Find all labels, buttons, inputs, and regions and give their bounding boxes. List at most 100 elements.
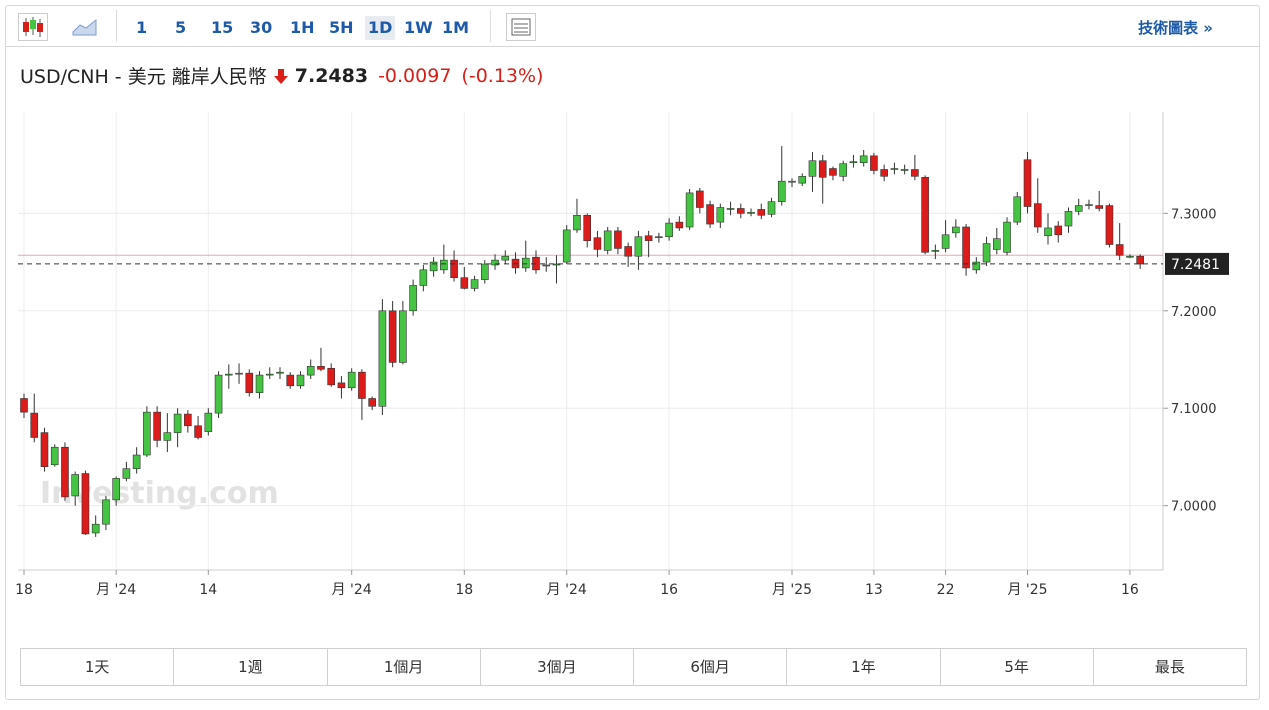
candle-body: [1023, 159, 1032, 207]
candle-body: [757, 209, 766, 216]
interval-button[interactable]: 30: [250, 18, 273, 37]
x-tick-label: 月 '24: [332, 582, 372, 598]
candle-body: [952, 226, 960, 234]
range-buttons: 1天 1週 1個月 3個月 6個月 1年 5年 最長: [20, 648, 1247, 686]
candle-icon[interactable]: [18, 13, 48, 41]
candle-body: [583, 214, 592, 241]
candle-body: [521, 257, 530, 269]
candle-body: [122, 468, 131, 479]
candle-body: [40, 432, 49, 468]
candle-body: [317, 366, 325, 370]
candle-body: [429, 261, 438, 272]
candle-body: [788, 180, 796, 183]
candle-body: [194, 425, 202, 438]
x-tick-label: 18: [15, 582, 33, 598]
x-tick-label: 月 '24: [96, 582, 136, 598]
x-tick-label: 13: [865, 582, 883, 598]
candle-body: [962, 226, 970, 269]
header: USD/CNH - 美元 離岸人民幣 7.2483 -0.0097 (-0.13…: [20, 62, 543, 89]
x-tick-label: 18: [455, 582, 473, 598]
range-button[interactable]: 最長: [1154, 658, 1185, 676]
area-icon[interactable]: [72, 16, 98, 36]
candle-body: [1105, 205, 1114, 245]
interval-button[interactable]: 5H: [329, 18, 354, 37]
candle-body: [1115, 244, 1124, 256]
x-tick-label: 月 '25: [772, 582, 812, 598]
candle-body: [378, 310, 387, 407]
interval-button[interactable]: 1D: [365, 16, 396, 40]
candle-body: [460, 277, 469, 289]
candle-body: [1074, 205, 1083, 212]
range-button[interactable]: 5年: [941, 649, 1094, 685]
candle-body: [71, 474, 79, 497]
candle-body: [91, 523, 100, 534]
candle-body: [931, 250, 940, 252]
candle-body: [480, 263, 489, 280]
candle-body: [767, 201, 776, 215]
candle-body: [61, 446, 69, 498]
interval-button[interactable]: 5: [175, 18, 187, 37]
candle-body: [634, 236, 643, 257]
candle-body: [808, 160, 817, 177]
candle-body: [972, 261, 981, 271]
candle-body: [603, 230, 612, 251]
candle-body: [296, 374, 305, 387]
price: 7.2483: [294, 64, 369, 87]
grid: [18, 112, 1163, 570]
candle-body: [552, 263, 561, 266]
range-button[interactable]: 6個月: [634, 649, 788, 685]
interval-button[interactable]: 1W: [404, 18, 433, 37]
interval-button[interactable]: 1H: [290, 18, 315, 37]
candle-body: [696, 190, 704, 208]
candle-body: [982, 243, 991, 263]
candle-body: [112, 478, 120, 501]
x-tick-label: 月 '24: [547, 582, 587, 598]
x-tick-label: 14: [199, 582, 217, 598]
layout-icon[interactable]: [506, 13, 536, 41]
candle-body: [306, 366, 315, 376]
candle-body: [204, 412, 213, 432]
x-tick-label: 16: [1121, 582, 1139, 598]
candle-body: [388, 310, 397, 363]
candle-body: [440, 259, 448, 271]
range-button[interactable]: 3個月: [481, 649, 634, 685]
candle-body: [716, 207, 725, 223]
candle-body: [419, 269, 428, 286]
candle-body: [1054, 225, 1063, 236]
candle-body: [143, 411, 151, 456]
candle-body: [327, 367, 336, 386]
candle-body: [890, 168, 899, 170]
candle-body: [1085, 204, 1093, 206]
candle-body: [102, 499, 110, 525]
candle-body: [225, 373, 233, 376]
interval-button[interactable]: 1M: [442, 18, 470, 37]
interval-button[interactable]: 15: [211, 18, 234, 37]
candle-body: [501, 255, 510, 261]
technical-chart-link[interactable]: 技術圖表 »: [1138, 19, 1213, 37]
candle-body: [491, 259, 499, 266]
candle-body: [685, 192, 694, 228]
range-button[interactable]: 1個月: [328, 649, 481, 685]
candle-body: [726, 208, 735, 210]
range-button[interactable]: 1天: [21, 649, 175, 685]
candle-body: [1095, 205, 1103, 209]
candle-body: [184, 413, 192, 427]
candle-body: [593, 237, 602, 250]
candle-body: [214, 374, 223, 414]
x-tick-label: 22: [937, 582, 955, 598]
candle-body: [368, 398, 376, 407]
last-price-box: [1165, 252, 1229, 275]
change: -0.0097: [378, 64, 452, 87]
candle-body: [245, 372, 254, 393]
interval-button[interactable]: 1: [136, 18, 148, 37]
candle-body: [1003, 221, 1011, 253]
candle-body: [265, 373, 274, 376]
candle-body: [665, 222, 673, 238]
toolbar: 技術圖表 » 1 5 15 30 1H 5H 1D 1W 1M: [6, 6, 1259, 47]
range-button[interactable]: 1週: [174, 649, 328, 685]
candle-body: [829, 168, 837, 176]
range-button[interactable]: 1年: [787, 649, 941, 685]
candle-body: [50, 446, 59, 466]
instrument-title: USD/CNH - 美元 離岸人民幣: [20, 66, 267, 88]
